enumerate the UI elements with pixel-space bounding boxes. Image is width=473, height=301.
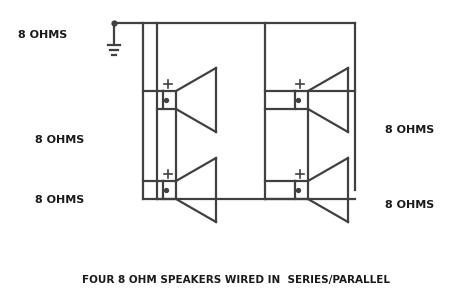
Text: 8 OHMS: 8 OHMS	[385, 125, 434, 135]
Text: 8 OHMS: 8 OHMS	[18, 30, 67, 40]
Text: 8 OHMS: 8 OHMS	[385, 200, 434, 210]
Text: 8 OHMS: 8 OHMS	[35, 135, 84, 145]
Text: 8 OHMS: 8 OHMS	[35, 195, 84, 205]
Text: FOUR 8 OHM SPEAKERS WIRED IN  SERIES/PARALLEL: FOUR 8 OHM SPEAKERS WIRED IN SERIES/PARA…	[82, 275, 390, 285]
